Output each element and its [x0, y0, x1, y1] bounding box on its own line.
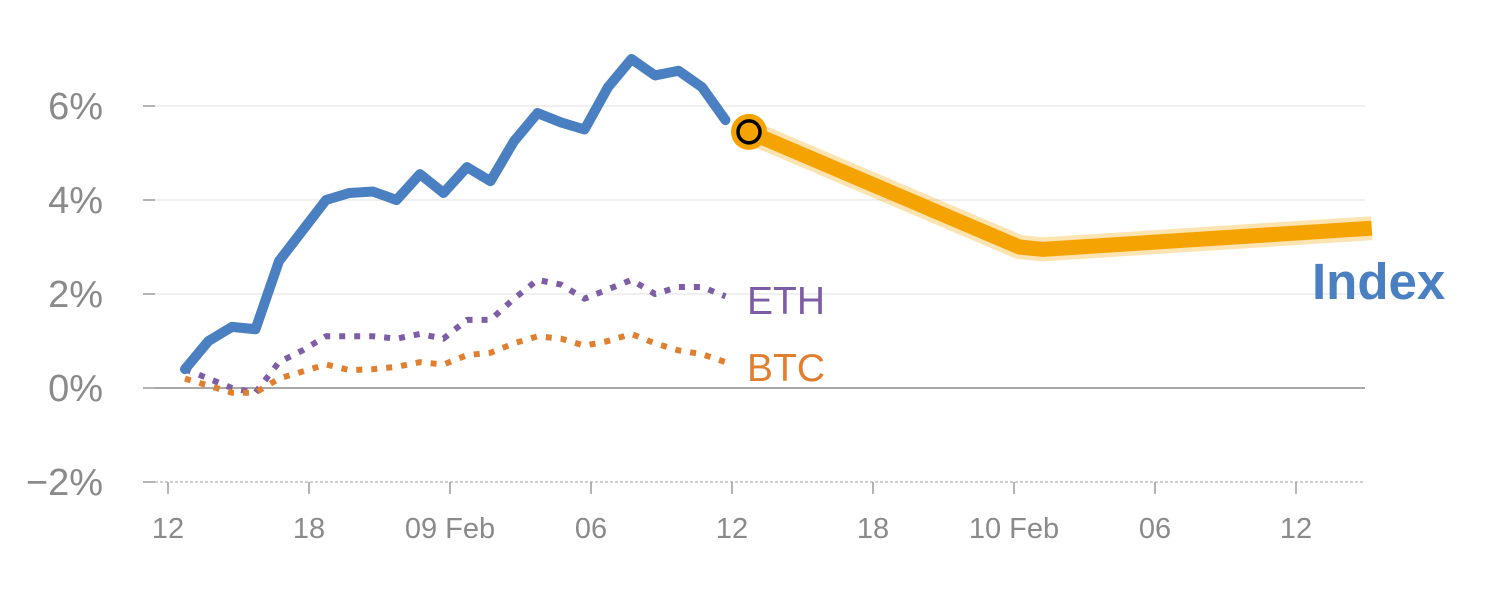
x-tick-label: 06 — [1139, 513, 1171, 545]
y-axis: −2% 0% 2% 4% 6% — [26, 86, 155, 504]
x-tick-label: 06 — [575, 513, 607, 545]
x-tick-label: 18 — [293, 513, 325, 545]
series-labels: ETH BTC Index — [747, 253, 1445, 390]
y-tick-label: 4% — [48, 180, 103, 222]
y-tick-label: 0% — [48, 368, 103, 410]
x-tick-label: 12 — [716, 513, 748, 545]
x-tick-label: 10 Feb — [969, 513, 1059, 545]
x-tick-label: 12 — [1280, 513, 1312, 545]
series-label-eth: ETH — [747, 280, 825, 323]
forecast-line — [746, 124, 1373, 257]
series-label-btc: BTC — [747, 347, 825, 390]
x-tick-label: 12 — [152, 513, 184, 545]
x-axis: 12 18 09 Feb 06 12 18 10 Feb 06 12 — [152, 482, 1312, 545]
x-tick-label: 09 Feb — [405, 513, 495, 545]
series-line-btc — [184, 330, 727, 396]
y-tick-label: 6% — [48, 86, 103, 128]
x-tick-label: 18 — [857, 513, 889, 545]
series-line-index — [180, 54, 731, 375]
series-lines — [180, 54, 1373, 396]
gridlines — [155, 105, 1365, 483]
y-tick-label: −2% — [26, 462, 103, 504]
forecast-marker-inner — [736, 119, 762, 145]
series-label-index: Index — [1312, 253, 1445, 310]
y-tick-label: 2% — [48, 274, 103, 316]
series-line-eth — [183, 276, 727, 396]
